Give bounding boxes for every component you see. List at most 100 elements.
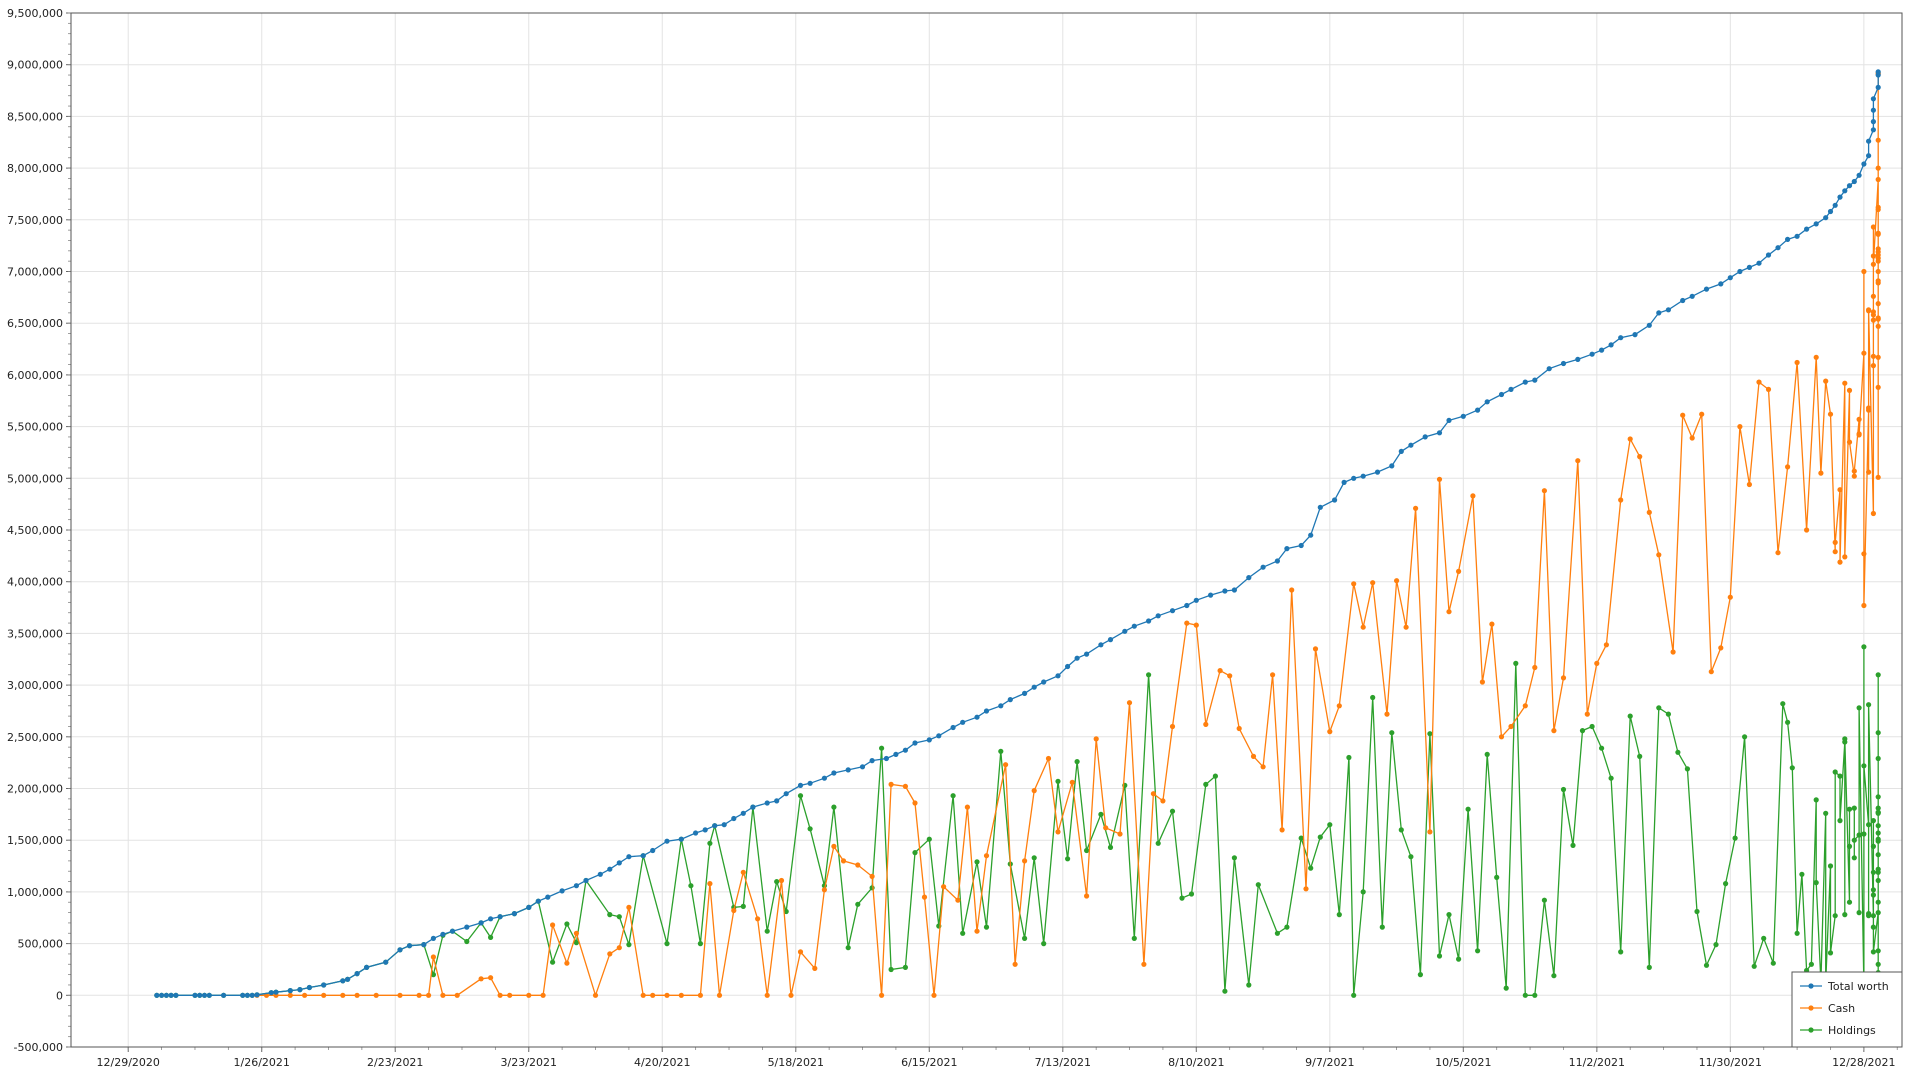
data-point	[1146, 672, 1152, 678]
data-point	[1351, 581, 1357, 587]
data-point	[1370, 580, 1376, 586]
data-point	[821, 775, 828, 781]
data-point	[1303, 886, 1309, 892]
data-point	[1055, 829, 1061, 835]
x-tick-label: 2/23/2021	[367, 1056, 423, 1069]
data-point	[1193, 622, 1199, 628]
data-point	[1866, 307, 1872, 313]
data-point	[926, 737, 932, 743]
data-point	[287, 992, 293, 998]
data-point	[1684, 766, 1690, 772]
data-point	[1646, 322, 1652, 328]
data-point	[1875, 137, 1881, 143]
data-point	[1141, 961, 1147, 967]
series-total-worth	[154, 69, 1881, 998]
data-point	[1022, 690, 1028, 697]
data-point	[1279, 827, 1285, 833]
data-point	[912, 800, 918, 806]
series-group	[154, 69, 1881, 998]
data-point	[1870, 353, 1876, 359]
data-point	[340, 978, 346, 984]
data-point	[573, 883, 580, 889]
data-point	[707, 881, 713, 887]
data-point	[1851, 468, 1857, 474]
data-point	[1870, 253, 1876, 259]
data-point	[1022, 935, 1028, 942]
data-point	[1284, 924, 1290, 930]
data-point	[1827, 863, 1834, 869]
data-point	[1765, 252, 1772, 258]
data-point	[1808, 961, 1814, 967]
data-point	[750, 804, 756, 810]
data-point	[845, 945, 851, 951]
data-point	[1351, 992, 1357, 998]
data-point	[1846, 899, 1853, 905]
data-point	[416, 992, 422, 998]
x-tick-label: 1/26/2021	[234, 1056, 290, 1069]
data-point	[1875, 246, 1881, 252]
data-point	[1875, 830, 1881, 836]
data-point	[1146, 618, 1152, 624]
data-point	[783, 791, 789, 797]
data-point	[1618, 335, 1624, 341]
data-point	[1870, 510, 1876, 517]
data-point	[616, 945, 622, 951]
data-point	[592, 992, 599, 998]
x-tick-label: 10/5/2021	[1435, 1056, 1491, 1069]
data-point	[397, 947, 403, 953]
data-point	[163, 992, 169, 998]
y-tick-label: 9,000,000	[7, 59, 63, 72]
data-point	[1041, 679, 1047, 685]
data-point	[1718, 281, 1724, 287]
data-point	[626, 854, 632, 860]
data-point	[697, 941, 704, 947]
data-point	[1317, 504, 1323, 510]
data-point	[1599, 745, 1605, 751]
data-point	[1804, 226, 1810, 232]
data-point	[1856, 172, 1862, 178]
data-point	[1475, 407, 1481, 413]
data-point	[1436, 953, 1443, 959]
data-point	[731, 815, 737, 822]
data-point	[626, 942, 632, 948]
data-point	[1875, 672, 1881, 678]
data-point	[1761, 935, 1767, 942]
data-point	[1575, 356, 1581, 362]
data-point	[1398, 448, 1404, 454]
data-point	[321, 982, 327, 988]
data-point	[840, 858, 847, 864]
legend-swatch-marker	[1808, 1005, 1814, 1011]
data-point	[197, 992, 203, 998]
data-point	[1665, 307, 1671, 313]
data-point	[240, 992, 246, 998]
data-point	[1875, 384, 1881, 390]
data-point	[1370, 694, 1376, 701]
data-point	[1866, 822, 1872, 828]
data-point	[373, 992, 379, 998]
plot-border	[70, 12, 1903, 1048]
data-point	[1689, 435, 1695, 441]
data-point	[206, 992, 212, 998]
data-point	[912, 850, 918, 856]
data-point	[1875, 730, 1881, 736]
data-point	[1756, 260, 1762, 266]
data-point	[1785, 464, 1791, 470]
data-point	[936, 733, 942, 739]
data-point	[1074, 655, 1080, 661]
data-point	[1646, 964, 1652, 971]
data-point	[1250, 753, 1257, 760]
data-point	[1494, 874, 1500, 881]
data-point	[1098, 642, 1104, 648]
data-point	[1861, 161, 1867, 167]
data-point	[1875, 176, 1881, 183]
data-point	[1703, 962, 1710, 968]
data-point	[1007, 697, 1013, 703]
data-point	[449, 928, 456, 934]
data-point	[550, 959, 556, 965]
data-point	[731, 907, 737, 914]
data-point	[1785, 719, 1791, 725]
data-point	[1255, 882, 1261, 888]
data-point	[1274, 558, 1280, 564]
data-point	[1389, 463, 1395, 469]
data-point	[573, 940, 580, 946]
